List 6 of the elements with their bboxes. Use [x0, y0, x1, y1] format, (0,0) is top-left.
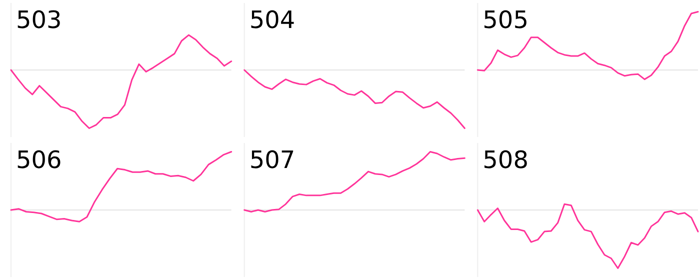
chart-title: 503 — [16, 6, 62, 34]
chart-title: 506 — [16, 146, 62, 174]
chart-title: 508 — [482, 146, 528, 174]
chart-title: 505 — [482, 6, 528, 34]
chart-title: 504 — [249, 6, 296, 34]
chart-title: 507 — [249, 146, 296, 174]
